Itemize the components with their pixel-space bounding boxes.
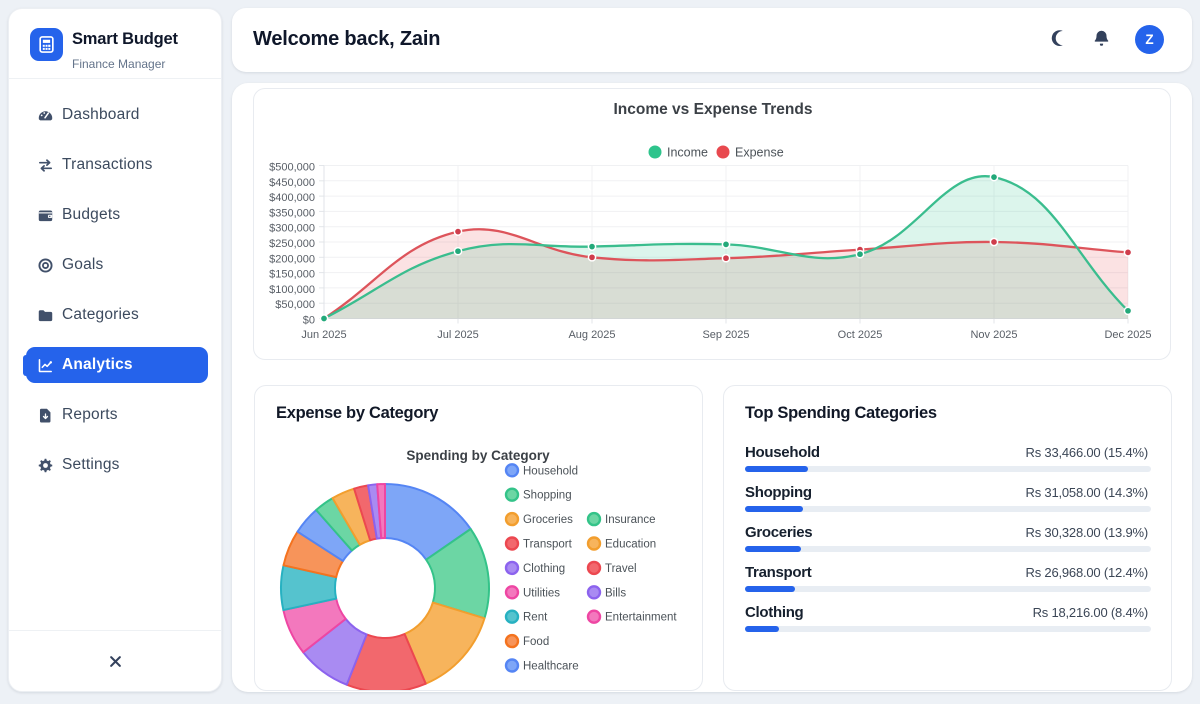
svg-text:$0: $0 [303, 315, 315, 327]
svg-text:Income vs Expense Trends: Income vs Expense Trends [613, 101, 812, 118]
svg-text:$250,000: $250,000 [269, 238, 315, 250]
svg-text:Education: Education [605, 539, 656, 551]
svg-text:Sep 2025: Sep 2025 [702, 329, 749, 341]
svg-text:Rent: Rent [523, 612, 548, 624]
svg-text:Expense: Expense [735, 146, 784, 160]
svg-text:Nov 2025: Nov 2025 [970, 329, 1017, 341]
svg-text:$100,000: $100,000 [269, 284, 315, 296]
svg-text:$500,000: $500,000 [269, 162, 315, 174]
svg-text:Travel: Travel [605, 563, 637, 575]
svg-text:Dec 2025: Dec 2025 [1104, 329, 1151, 341]
svg-text:$200,000: $200,000 [269, 253, 315, 265]
svg-text:Household: Household [523, 465, 578, 477]
svg-text:Insurance: Insurance [605, 514, 656, 526]
svg-text:Jun 2025: Jun 2025 [301, 329, 346, 341]
svg-text:$150,000: $150,000 [269, 269, 315, 281]
svg-text:Groceries: Groceries [523, 514, 573, 526]
svg-text:Transport: Transport [523, 539, 573, 551]
svg-text:Food: Food [523, 636, 549, 648]
svg-text:Jul 2025: Jul 2025 [437, 329, 479, 341]
svg-text:Utilities: Utilities [523, 587, 560, 599]
svg-text:Spending by Category: Spending by Category [406, 448, 550, 463]
svg-text:$400,000: $400,000 [269, 192, 315, 204]
svg-text:Oct 2025: Oct 2025 [838, 329, 883, 341]
svg-text:Entertainment: Entertainment [605, 612, 677, 624]
svg-text:$450,000: $450,000 [269, 177, 315, 189]
svg-text:Income: Income [667, 146, 708, 160]
svg-text:Bills: Bills [605, 587, 626, 599]
svg-text:$350,000: $350,000 [269, 207, 315, 219]
svg-text:Aug 2025: Aug 2025 [568, 329, 615, 341]
svg-text:Shopping: Shopping [523, 490, 572, 502]
svg-text:$300,000: $300,000 [269, 223, 315, 235]
svg-text:$50,000: $50,000 [275, 299, 315, 311]
svg-text:Clothing: Clothing [523, 563, 565, 575]
svg-text:Healthcare: Healthcare [523, 661, 579, 673]
